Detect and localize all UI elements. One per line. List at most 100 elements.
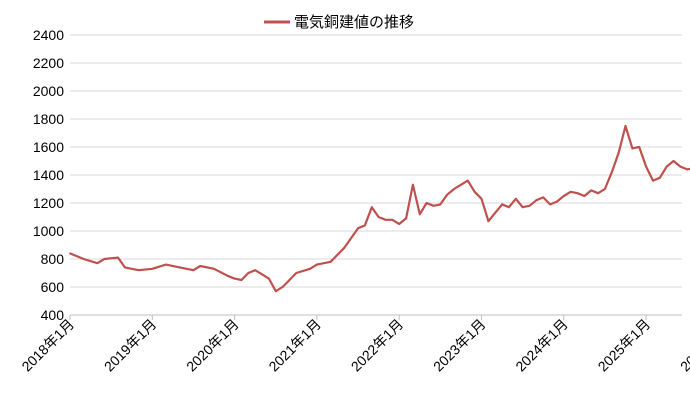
data-point bbox=[199, 265, 202, 267]
data-point bbox=[418, 213, 421, 216]
y-tick-label: 1800 bbox=[33, 111, 64, 127]
data-point bbox=[117, 256, 119, 259]
data-point bbox=[460, 183, 462, 186]
legend: 電気銅建値の推移 bbox=[264, 13, 414, 31]
y-tick-label: 1600 bbox=[33, 139, 64, 155]
data-point bbox=[103, 258, 106, 260]
data-point bbox=[679, 165, 682, 168]
data-point bbox=[357, 227, 359, 230]
data-point bbox=[137, 269, 140, 272]
data-point bbox=[494, 211, 497, 214]
data-point bbox=[528, 204, 531, 207]
data-point bbox=[254, 269, 257, 272]
data-point bbox=[268, 277, 270, 280]
data-point bbox=[309, 267, 311, 270]
data-point bbox=[439, 203, 442, 206]
data-point bbox=[597, 192, 599, 195]
series-layer bbox=[69, 124, 690, 293]
data-point bbox=[480, 197, 483, 200]
data-point bbox=[247, 272, 250, 274]
data-point bbox=[425, 202, 428, 204]
series-line bbox=[69, 124, 690, 293]
data-point bbox=[370, 206, 373, 209]
data-point bbox=[535, 199, 538, 202]
data-point bbox=[521, 206, 524, 209]
data-point bbox=[562, 195, 565, 197]
data-point bbox=[192, 269, 195, 272]
data-point bbox=[432, 204, 435, 207]
x-tick-label: 2021年1月 bbox=[265, 316, 324, 375]
y-tick-label: 1400 bbox=[33, 167, 64, 183]
data-point bbox=[610, 171, 613, 174]
data-point bbox=[405, 217, 407, 220]
data-point bbox=[69, 252, 71, 255]
data-point bbox=[549, 203, 551, 206]
data-point bbox=[569, 190, 572, 193]
data-point bbox=[295, 272, 298, 274]
data-point bbox=[124, 266, 126, 269]
data-point bbox=[82, 258, 85, 260]
data-point bbox=[343, 246, 346, 249]
data-point bbox=[624, 125, 627, 127]
data-point bbox=[686, 168, 689, 171]
x-axis: 2018年1月 2019年1月 2020年1月 2021年1月 2022年1月 2023年… bbox=[18, 315, 690, 374]
data-point bbox=[178, 266, 181, 269]
data-point bbox=[501, 203, 503, 206]
x-tick-label: 2023年1月 bbox=[430, 316, 489, 375]
data-point bbox=[391, 218, 394, 221]
data-point bbox=[645, 165, 647, 168]
data-point bbox=[487, 220, 490, 223]
data-point bbox=[514, 197, 517, 200]
data-point bbox=[274, 290, 277, 293]
data-point bbox=[240, 279, 243, 281]
data-point bbox=[377, 216, 380, 218]
data-point bbox=[96, 262, 99, 265]
data-point bbox=[658, 176, 661, 179]
y-tick-label: 1000 bbox=[33, 223, 64, 239]
data-point bbox=[473, 190, 476, 193]
data-point bbox=[576, 192, 579, 195]
data-point bbox=[590, 189, 593, 192]
data-point bbox=[233, 277, 236, 280]
data-point bbox=[165, 263, 167, 266]
data-point bbox=[398, 223, 401, 225]
x-tick-label: 2019年1月 bbox=[101, 316, 160, 375]
data-point bbox=[329, 260, 332, 263]
data-point bbox=[453, 188, 455, 190]
x-tick-label: 2026年1月 bbox=[677, 316, 690, 375]
legend-label: 電気銅建値の推移 bbox=[294, 13, 414, 31]
data-point bbox=[151, 267, 154, 270]
y-tick-label: 800 bbox=[41, 251, 65, 267]
x-tick-label: 2025年1月 bbox=[595, 316, 654, 375]
data-point bbox=[364, 224, 366, 227]
y-tick-label: 400 bbox=[41, 307, 65, 323]
y-tick-label: 1200 bbox=[33, 195, 64, 211]
x-tick-label: 2020年1月 bbox=[183, 316, 242, 375]
data-point bbox=[617, 151, 620, 154]
y-gridlines bbox=[70, 34, 682, 316]
data-point bbox=[466, 179, 469, 182]
data-point bbox=[446, 193, 449, 196]
data-point bbox=[281, 286, 284, 288]
data-point bbox=[638, 146, 641, 148]
data-point bbox=[556, 200, 558, 203]
x-tick-label: 2022年1月 bbox=[348, 316, 407, 375]
data-point bbox=[384, 218, 387, 221]
data-point bbox=[672, 160, 675, 162]
data-point bbox=[412, 183, 414, 186]
data-point bbox=[226, 274, 229, 277]
x-tick-label: 2018年1月 bbox=[18, 316, 77, 375]
data-point bbox=[288, 279, 291, 281]
data-point bbox=[213, 267, 215, 270]
y-tick-label: 600 bbox=[41, 279, 65, 295]
data-point bbox=[604, 188, 606, 190]
y-axis: 400 600 800 1000 1200 1400 1600 1800 2000 2200 240… bbox=[33, 27, 64, 323]
data-point bbox=[665, 165, 668, 168]
data-point bbox=[542, 196, 545, 199]
data-point bbox=[316, 263, 318, 266]
data-point bbox=[508, 206, 510, 209]
x-tick-label: 2024年1月 bbox=[512, 316, 571, 375]
y-tick-label: 2200 bbox=[33, 55, 64, 71]
data-point bbox=[631, 147, 634, 150]
